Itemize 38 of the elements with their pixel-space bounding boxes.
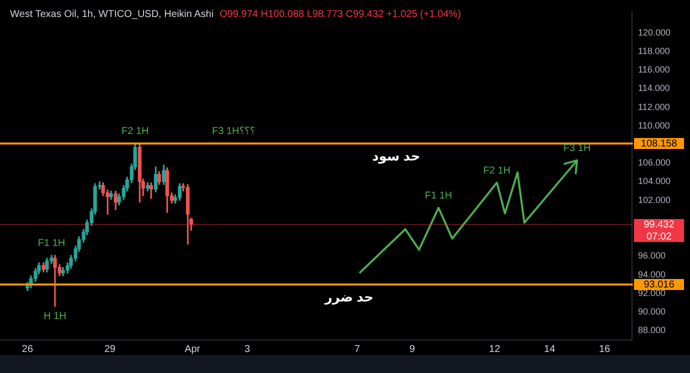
y-tick-label: 92.000 bbox=[638, 288, 666, 298]
x-tick-label: 14 bbox=[544, 344, 556, 355]
annotation: F2 1H bbox=[121, 126, 149, 137]
ref-line-label: 99.432 bbox=[644, 219, 675, 230]
y-tick-label: 110.000 bbox=[638, 120, 670, 130]
annotation: F2 1H bbox=[483, 165, 511, 176]
ref-line-label: 93.016 bbox=[644, 279, 675, 290]
x-tick-label: 26 bbox=[22, 344, 34, 355]
x-tick-label: 3 bbox=[244, 344, 251, 355]
annotation: F3 1H؟؟؟ bbox=[212, 126, 256, 137]
x-tick-label: 16 bbox=[598, 344, 611, 355]
annotation: F1 1H bbox=[38, 238, 66, 250]
y-tick-label: 96.000 bbox=[638, 250, 666, 261]
annotation: H 1H bbox=[44, 311, 66, 322]
annotation: حد ضرر bbox=[324, 290, 374, 306]
x-tick-label: 9 bbox=[409, 344, 416, 355]
y-tick-label: 112.000 bbox=[638, 102, 670, 112]
y-tick-label: 88.000 bbox=[638, 325, 666, 336]
text: 07:02 bbox=[646, 231, 672, 242]
y-tick-label: 106.000 bbox=[638, 158, 671, 168]
x-tick-label: 7 bbox=[354, 344, 360, 355]
y-tick-label: 90.000 bbox=[638, 306, 666, 317]
y-tick-label: 118.000 bbox=[638, 46, 670, 56]
y-tick-label: 116.000 bbox=[638, 64, 670, 75]
annotation: حد سود bbox=[372, 148, 420, 165]
x-tick-label: Apr bbox=[184, 344, 201, 355]
chart-title: West Texas Oil, 1h, WTICO_USD, Heikin Ashi bbox=[10, 9, 214, 20]
chart-subtitle: O99.974 H100.088 L98.773 C99.432 +1.025 (+1.04%) bbox=[220, 9, 461, 20]
annotation: F3 1H bbox=[563, 143, 591, 154]
x-tick-label: 12 bbox=[489, 344, 501, 355]
y-tick-label: 94.000 bbox=[638, 269, 666, 280]
ref-line-label: 108.158 bbox=[640, 138, 678, 150]
x-tick-label: 29 bbox=[104, 344, 116, 355]
y-tick-label: 114.000 bbox=[638, 83, 670, 94]
annotation: F1 1H bbox=[424, 190, 452, 202]
y-tick-label: 120.000 bbox=[638, 27, 671, 38]
y-tick-label: 102.000 bbox=[638, 194, 671, 205]
y-tick-label: 104.000 bbox=[638, 176, 671, 186]
